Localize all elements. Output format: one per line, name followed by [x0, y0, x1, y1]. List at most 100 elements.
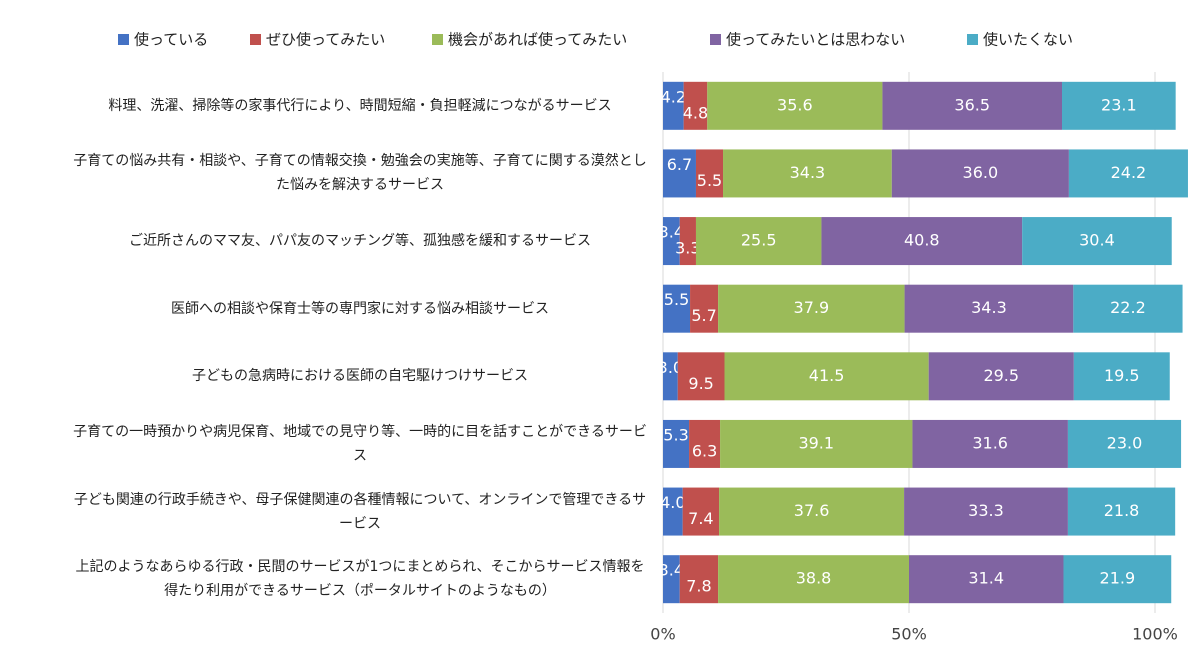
value-label: 5.3 — [663, 425, 688, 444]
bar-segment — [1063, 555, 1172, 604]
bar-segment — [909, 555, 1064, 604]
bar-segment — [912, 419, 1068, 468]
bar-segment — [1068, 149, 1188, 198]
bar-segment — [689, 419, 721, 468]
bar-segment — [891, 149, 1069, 198]
value-label: 22.2 — [1110, 298, 1146, 317]
bar-segment — [821, 217, 1023, 266]
value-label: 39.1 — [798, 433, 834, 452]
bar-segment — [690, 284, 719, 333]
bar-segment — [1067, 419, 1182, 468]
bar-segment — [663, 419, 690, 468]
legend-label: 使いたくない — [983, 31, 1073, 49]
y-tick-label: 上記のようなあらゆる行政・民間のサービスが1つにまとめられ、そこからサービス情報… — [75, 559, 645, 600]
bar-segment — [695, 149, 724, 198]
value-label: 6.7 — [667, 155, 692, 174]
value-label: 3.4 — [659, 561, 684, 580]
value-label: 38.8 — [796, 569, 832, 588]
bar-segment — [719, 487, 905, 536]
legend-label: 使っている — [134, 31, 208, 49]
bar-segment — [683, 81, 708, 130]
bar-segment — [928, 352, 1074, 401]
x-tick-label: 0% — [650, 625, 675, 644]
value-label: 35.6 — [777, 95, 813, 114]
bar-segment — [663, 81, 684, 130]
value-label: 3.0 — [658, 358, 683, 377]
bar-segment — [904, 284, 1074, 333]
value-label: 21.8 — [1104, 501, 1140, 520]
value-label: 31.6 — [972, 433, 1008, 452]
value-label: 3.3 — [675, 239, 700, 258]
bar-segment — [663, 487, 683, 536]
legend-label: 機会があれば使ってみたい — [448, 31, 627, 49]
value-label: 5.5 — [697, 171, 722, 190]
value-label: 25.5 — [741, 231, 777, 250]
x-tick-label: 100% — [1132, 625, 1178, 644]
value-label: 37.6 — [794, 501, 830, 520]
value-label: 3.4 — [659, 223, 684, 242]
bar-segment — [663, 555, 680, 604]
bar-segment — [882, 81, 1063, 130]
value-label: 5.7 — [691, 306, 716, 325]
y-tick-label: 子ども関連の行政手続きや、母子保健関連の各種情報について、オンラインで管理できる… — [73, 491, 647, 532]
value-label: 23.1 — [1101, 95, 1137, 114]
value-label: 33.3 — [968, 501, 1004, 520]
bar-segment — [724, 352, 929, 401]
bar-segment — [1073, 284, 1183, 333]
value-label: 41.5 — [809, 366, 845, 385]
bar-segment — [663, 149, 696, 198]
value-label: 9.5 — [688, 374, 713, 393]
bar-segment — [663, 352, 678, 401]
value-label: 4.2 — [661, 87, 686, 106]
bar-segment — [718, 284, 905, 333]
value-label: 37.9 — [794, 298, 830, 317]
bar-segment — [1067, 487, 1176, 536]
legend-swatch — [710, 34, 721, 45]
bar-segment — [1022, 217, 1172, 266]
bar-segment — [720, 419, 913, 468]
value-label: 36.5 — [954, 95, 990, 114]
value-label: 23.0 — [1107, 433, 1143, 452]
value-label: 4.8 — [683, 103, 708, 122]
value-label: 31.4 — [968, 569, 1004, 588]
legend-label: 使ってみたいとは思わない — [726, 31, 905, 49]
y-tick-label: 医師への相談や保育士等の専門家に対する悩み相談サービス — [171, 300, 549, 317]
bar-segment — [679, 555, 719, 604]
bar-segment — [904, 487, 1068, 536]
bar-segment — [679, 217, 696, 266]
value-label: 34.3 — [790, 163, 826, 182]
bar-segment — [682, 487, 720, 536]
value-label: 40.8 — [904, 231, 940, 250]
value-label: 7.8 — [686, 577, 711, 596]
bar-segment — [1073, 352, 1170, 401]
value-label: 6.3 — [692, 441, 717, 460]
y-tick-label: ご近所さんのママ友、パパ友のマッチング等、孤独感を緩和するサービス — [129, 233, 591, 250]
bar-segment — [695, 217, 822, 266]
value-label: 4.0 — [660, 493, 685, 512]
value-label: 29.5 — [983, 366, 1019, 385]
bar-segment — [707, 81, 883, 130]
bar-segment — [677, 352, 725, 401]
value-label: 30.4 — [1079, 231, 1115, 250]
bar-segment — [663, 217, 680, 266]
legend-label: ぜひ使ってみたい — [266, 31, 385, 49]
value-label: 21.9 — [1100, 569, 1136, 588]
y-tick-label: 料理、洗濯、掃除等の家事代行により、時間短縮・負担軽減につながるサービス — [108, 97, 612, 114]
value-label: 34.3 — [971, 298, 1007, 317]
y-tick-label: 子育ての一時預かりや病児保育、地域での見守り等、一時的に目を話すことができるサー… — [73, 423, 647, 464]
value-label: 5.5 — [664, 290, 689, 309]
bar-segment — [663, 284, 691, 333]
value-label: 24.2 — [1111, 163, 1147, 182]
y-tick-label: 子どもの急病時における医師の自宅駆けつけサービス — [192, 368, 528, 385]
value-label: 7.4 — [688, 509, 713, 528]
legend-swatch — [118, 34, 129, 45]
legend-swatch — [967, 34, 978, 45]
legend-swatch — [250, 34, 261, 45]
value-label: 19.5 — [1104, 366, 1140, 385]
bar-segment — [723, 149, 892, 198]
bar-segment — [718, 555, 909, 604]
bar-segment — [1062, 81, 1176, 130]
value-label: 36.0 — [963, 163, 999, 182]
